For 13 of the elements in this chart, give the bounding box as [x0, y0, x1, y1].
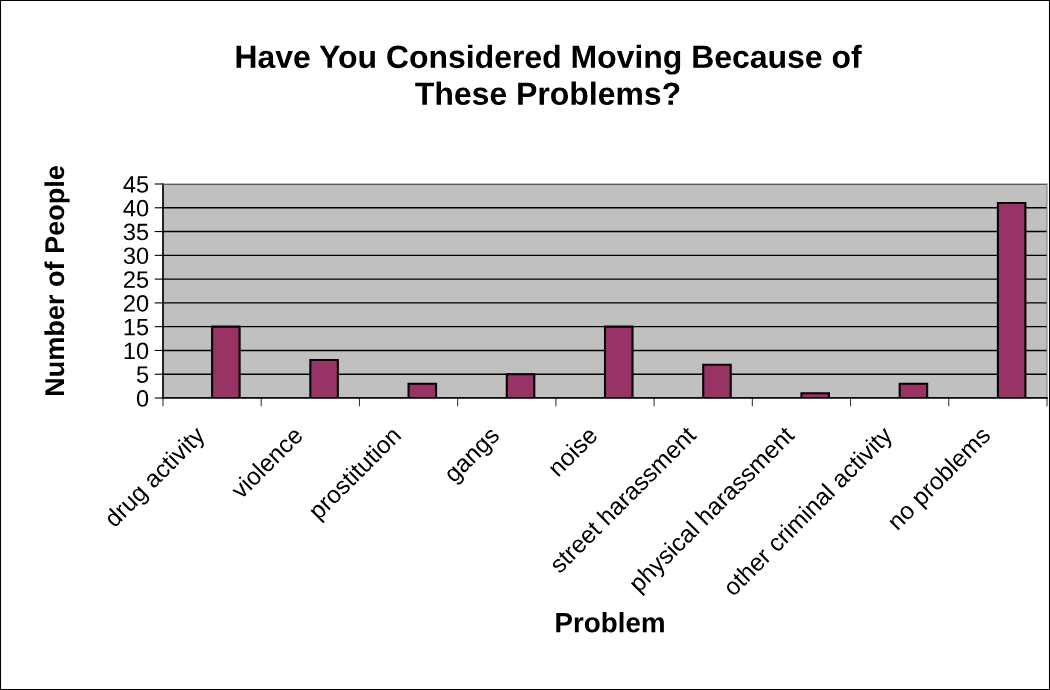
y-axis-title: Number of People: [44, 166, 70, 396]
y-tick-label: 20: [124, 294, 149, 312]
y-tick-label: 35: [123, 223, 149, 241]
y-tick-label: 25: [124, 271, 149, 288]
y-tick-label: 45: [123, 176, 149, 193]
x-axis-title: Problem: [556, 612, 664, 633]
y-tick-label: 5: [136, 366, 149, 384]
chart-title: Have You Considered Moving Because of These Problems?: [236, 44, 862, 106]
y-tick-label: 15: [124, 318, 149, 336]
y-tick-label: 40: [123, 199, 149, 217]
y-tick-label: 0: [136, 390, 149, 407]
y-tick-label: 30: [123, 247, 149, 265]
y-tick-label: 10: [124, 342, 149, 360]
